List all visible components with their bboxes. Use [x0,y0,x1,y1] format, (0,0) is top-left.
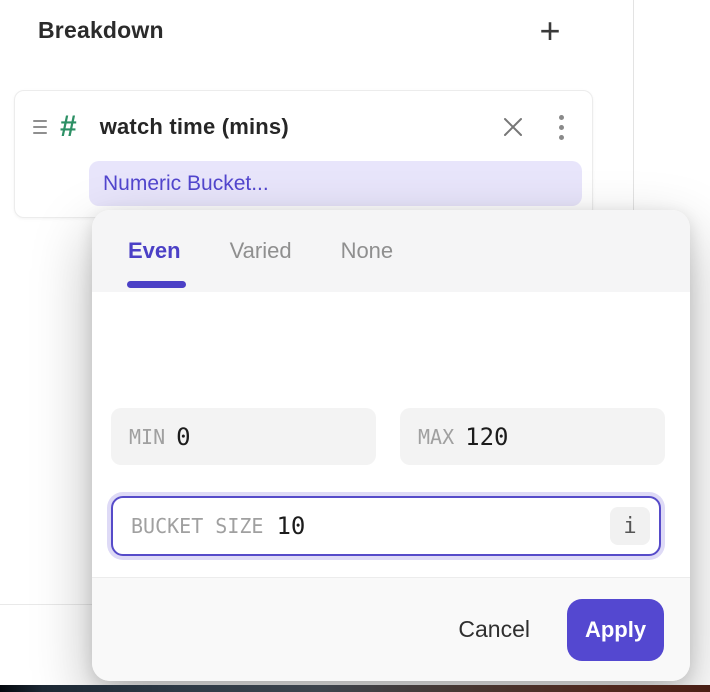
breakdown-card: # watch time (mins) Numeric Bucket... [14,90,593,218]
plus-icon: + [539,10,561,51]
more-options-button[interactable] [544,110,578,144]
numeric-bucket-label: Numeric Bucket... [103,171,269,195]
panel-divider [633,0,634,210]
bucketing-popup: Even Varied None MIN 0 MAX 120 BUCKET SI… [92,210,690,681]
breakdown-title: Breakdown [38,17,164,43]
max-input[interactable]: MAX 120 [400,408,665,465]
numeric-type-icon: # [60,110,77,143]
numeric-bucket-selector[interactable]: Numeric Bucket... [89,161,582,206]
close-icon [496,114,530,140]
min-value: 0 [176,422,191,451]
apply-button[interactable]: Apply [567,598,664,661]
min-label: MIN [129,424,166,449]
active-tab-indicator [127,281,186,288]
breakdown-card-row: # watch time (mins) [15,103,592,151]
min-input[interactable]: MIN 0 [111,408,376,465]
info-icon: i [623,513,637,539]
bucket-size-input[interactable]: BUCKET SIZE 10 i [111,496,661,556]
background-chart-edge [0,685,710,692]
remove-breakdown-button[interactable] [496,110,530,144]
property-name: watch time (mins) [99,114,289,139]
tab-varied[interactable]: Varied [229,238,292,263]
add-breakdown-button[interactable]: + [528,8,572,54]
max-label: MAX [418,424,455,449]
tab-even[interactable]: Even [128,238,181,263]
bucketing-body: MIN 0 MAX 120 BUCKET SIZE 10 i <0, 0-10,… [92,292,690,616]
max-value: 120 [465,422,509,451]
bucket-size-info-button[interactable]: i [610,507,650,545]
cancel-button[interactable]: Cancel [458,616,530,642]
bucket-size-value: 10 [276,512,306,540]
card-actions [496,110,592,144]
bucket-size-label: BUCKET SIZE [131,514,264,538]
popup-footer: Cancel Apply [92,577,690,681]
tab-none[interactable]: None [340,238,394,263]
drag-handle-icon[interactable] [33,120,47,134]
breakdown-header: Breakdown + [0,0,633,64]
bucketing-tabbar: Even Varied None [92,210,690,292]
background-rule [0,604,93,605]
kebab-menu-icon [558,114,564,140]
